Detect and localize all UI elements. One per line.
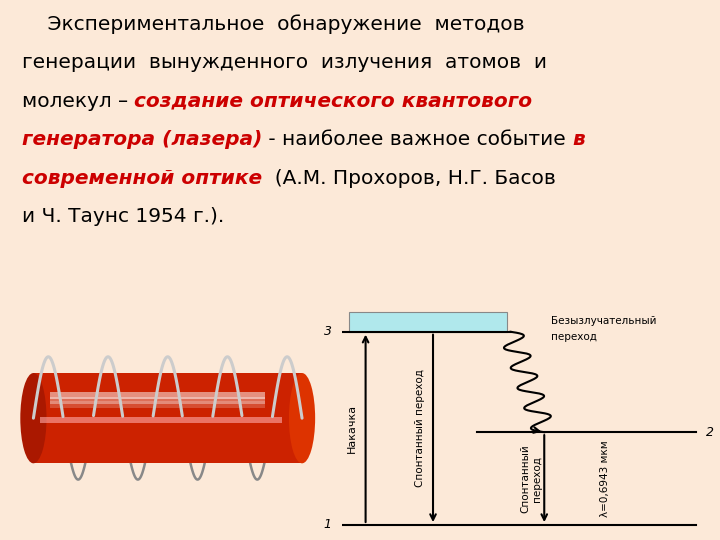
Text: генерации  вынужденного  излучения  атомов  и: генерации вынужденного излучения атомов … xyxy=(22,53,546,72)
Text: Экспериментальное  обнаружение  методов: Экспериментальное обнаружение методов xyxy=(22,14,524,34)
Text: создание оптического квантового: создание оптического квантового xyxy=(134,92,532,111)
Ellipse shape xyxy=(20,373,47,463)
Text: молекул –: молекул – xyxy=(22,92,134,111)
Bar xyxy=(33,373,302,463)
Text: 3: 3 xyxy=(324,325,332,338)
Text: Безызлучательный: Безызлучательный xyxy=(551,316,657,326)
Text: современной оптике: современной оптике xyxy=(22,169,262,188)
Bar xyxy=(40,417,282,423)
Bar xyxy=(50,401,265,408)
Text: Спонтанный
переход: Спонтанный переход xyxy=(520,444,541,513)
Text: λ=0,6943 мкм: λ=0,6943 мкм xyxy=(600,440,610,517)
Text: и Ч. Таунс 1954 г.).: и Ч. Таунс 1954 г.). xyxy=(22,207,224,226)
Bar xyxy=(348,313,507,332)
Text: - наиболее важное событие: - наиболее важное событие xyxy=(262,130,572,149)
Text: генератора (лазера): генератора (лазера) xyxy=(22,130,262,149)
Text: Накачка: Накачка xyxy=(347,404,357,453)
Text: переход: переход xyxy=(551,332,597,342)
Bar xyxy=(50,392,265,399)
Text: (А.М. Прохоров, Н.Г. Басов: (А.М. Прохоров, Н.Г. Басов xyxy=(262,169,556,188)
Text: Спонтанный переход: Спонтанный переход xyxy=(415,369,425,487)
Text: 2: 2 xyxy=(706,426,714,438)
Bar xyxy=(50,396,265,404)
Text: 1: 1 xyxy=(324,518,332,531)
Ellipse shape xyxy=(289,373,315,463)
Text: в: в xyxy=(572,130,585,149)
